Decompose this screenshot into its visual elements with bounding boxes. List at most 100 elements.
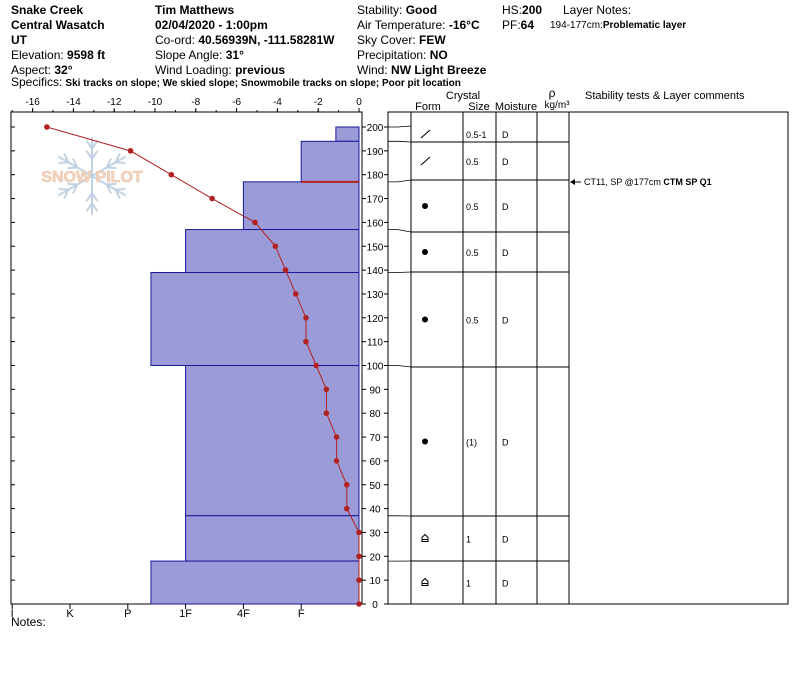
hardness-layer-2 bbox=[242, 181, 360, 231]
flake-branch bbox=[58, 161, 70, 165]
hardness-tick-label: I bbox=[11, 608, 14, 620]
stability-test-result: CTM SP Q1 bbox=[663, 177, 711, 187]
temp-tick-label: -4 bbox=[273, 97, 282, 108]
aspect-label: Aspect: bbox=[11, 63, 52, 77]
rounded-grain-icon bbox=[422, 203, 428, 209]
temp-tick-label: -12 bbox=[107, 97, 122, 108]
temp-point-40 bbox=[343, 505, 350, 512]
flake-branch bbox=[85, 192, 93, 202]
specifics-line: Specifics: Ski tracks on slope; We skied… bbox=[11, 75, 461, 89]
hardness-layer-3 bbox=[185, 229, 360, 273]
hardness-tick-label: F bbox=[298, 608, 305, 620]
hardness-axis: I K P 1F 4F F bbox=[11, 604, 305, 620]
size-header: Size bbox=[468, 101, 489, 113]
layer-size: (1) bbox=[466, 438, 477, 448]
temp-tick-label: -6 bbox=[232, 97, 241, 108]
hs-value: 200 bbox=[522, 3, 543, 17]
aspect-value: 32° bbox=[54, 63, 73, 77]
hardness-tick-label: 1F bbox=[179, 608, 192, 620]
temp-tick-label: -2 bbox=[314, 97, 323, 108]
observer-info: Tim Matthews 02/04/2020 - 1:00pm Co-ord:… bbox=[155, 3, 334, 78]
layer-connectors bbox=[388, 125, 412, 562]
height-tick-label: 170 bbox=[367, 195, 384, 206]
rounded-grain-icon bbox=[422, 438, 428, 445]
flake-branch bbox=[58, 187, 70, 191]
hardness-layer-6 bbox=[185, 515, 360, 562]
height-tick-label: 50 bbox=[369, 481, 381, 492]
location-name: Snake Creek bbox=[11, 3, 84, 17]
rounded-grain-icon bbox=[422, 316, 428, 323]
sky-label: Sky Cover: bbox=[357, 33, 416, 47]
temp-point-20 bbox=[356, 553, 362, 560]
temp-point-90 bbox=[323, 386, 330, 393]
temp-point-60 bbox=[333, 458, 340, 464]
wind-loading-label: Wind Loading: bbox=[155, 63, 232, 77]
stability-test-text: CT11, SP @177cm CTM SP Q1 bbox=[584, 177, 712, 187]
decomposing-icon bbox=[420, 129, 431, 139]
flake-branch bbox=[105, 158, 112, 169]
layer-connector bbox=[388, 229, 412, 233]
hardness-tick-label: K bbox=[66, 608, 74, 620]
hardness-layer-7 bbox=[150, 560, 360, 605]
snowpilot-watermark: SNOW PILOT bbox=[41, 137, 143, 215]
conditions-info: Stability: Good Air Temperature: -16°C S… bbox=[357, 3, 486, 78]
height-tick-label: 30 bbox=[369, 528, 381, 539]
height-tick-label: 20 bbox=[369, 552, 381, 563]
temp-tick-label: -14 bbox=[66, 97, 81, 108]
decomposing-icon bbox=[420, 156, 431, 166]
air-temp-value: -16°C bbox=[448, 18, 480, 32]
wind-label: Wind: bbox=[357, 63, 388, 77]
flake-branch bbox=[67, 166, 79, 170]
layer-moisture: D bbox=[502, 438, 509, 448]
flake-branch bbox=[114, 188, 121, 199]
height-tick-label: 90 bbox=[369, 385, 381, 396]
layer-moisture: D bbox=[502, 130, 509, 140]
layer-size: 0.5 bbox=[466, 316, 479, 326]
height-tick-label: 130 bbox=[367, 290, 384, 301]
hardness-tick-label: 4F bbox=[237, 608, 250, 620]
height-tick-label: 160 bbox=[367, 218, 384, 229]
sky-value: FEW bbox=[419, 33, 446, 47]
layer-moisture: D bbox=[502, 316, 509, 326]
air-temp-label: Air Temperature: bbox=[357, 18, 446, 32]
layer-connector bbox=[388, 365, 412, 368]
height-tick-label: 110 bbox=[367, 338, 383, 349]
layer-size: 0.5 bbox=[466, 248, 479, 258]
pf-value: 64 bbox=[520, 18, 535, 32]
layer-connector bbox=[388, 125, 412, 128]
temp-tick-label: 0 bbox=[356, 97, 362, 108]
layer-notes: 194-177cm:Problematic layer bbox=[550, 18, 686, 33]
flake-branch bbox=[91, 192, 99, 202]
layer-notes-text: Problematic layer bbox=[602, 20, 687, 31]
flake-branch bbox=[114, 187, 126, 191]
hardness-layer-1 bbox=[300, 140, 360, 183]
temperature-axis: -16 -14 -12 -10 -8 -6 -4 -2 0 bbox=[11, 97, 362, 112]
temp-point-50 bbox=[343, 481, 350, 488]
layer-moisture: D bbox=[502, 157, 509, 167]
flake-branch bbox=[67, 182, 79, 186]
rounded-grain-icon bbox=[422, 249, 428, 255]
hs-pf-info: HS:200 PF:64 bbox=[502, 3, 542, 33]
watermark-text: SNOW PILOT bbox=[41, 169, 143, 186]
flake-branch bbox=[85, 202, 93, 212]
flake-branch bbox=[85, 150, 93, 160]
coord-label: Co-ord: bbox=[155, 33, 196, 47]
hardness-layer-4 bbox=[150, 271, 360, 366]
layer-notes-label: Layer Notes: bbox=[563, 3, 632, 17]
form-header: Form bbox=[415, 101, 441, 113]
layer-notes-range: 194-177cm: bbox=[550, 20, 603, 31]
height-tick-label: 80 bbox=[369, 409, 381, 420]
location-info: Snake Creek Central Wasatch UT Elevation… bbox=[11, 3, 105, 78]
arrow-head-icon bbox=[570, 179, 575, 185]
flake-branch bbox=[85, 140, 93, 150]
slope-value: 31° bbox=[225, 48, 244, 62]
height-tick-label: 70 bbox=[369, 433, 381, 444]
temp-point-130 bbox=[292, 291, 299, 297]
flake-branch bbox=[114, 153, 121, 164]
precip-value: NO bbox=[429, 48, 448, 62]
temp-point-10 bbox=[356, 577, 362, 583]
flake-branch bbox=[72, 183, 79, 194]
temp-point-100 bbox=[313, 362, 319, 369]
hs-label: HS: bbox=[502, 3, 523, 17]
hardness-layer-5 bbox=[185, 365, 360, 517]
